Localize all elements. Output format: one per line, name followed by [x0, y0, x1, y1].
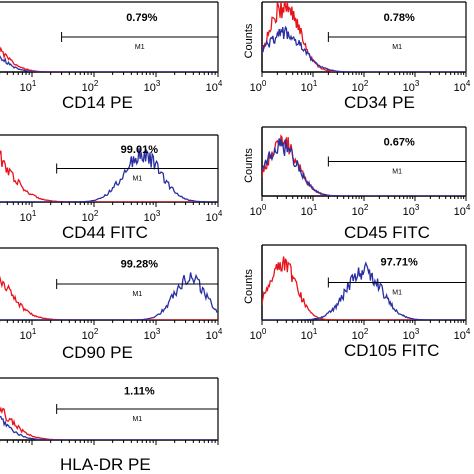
- panel-label: CD44 FITC: [62, 223, 148, 242]
- x-tick-label: 101: [301, 79, 318, 94]
- histogram-curves: [0, 406, 218, 440]
- x-tick-label: 100: [250, 327, 267, 342]
- histogram-curves: [262, 256, 466, 320]
- percentage-label: 99.28%: [121, 258, 159, 270]
- histogram-panel: 100 101 102 103 104 Counts M1 0.78% CD34 PE: [243, 1, 471, 112]
- x-tick-label: 101: [20, 79, 37, 94]
- x-tick-label: 104: [206, 209, 223, 224]
- x-tick-label: 102: [82, 327, 99, 342]
- series-line: [0, 276, 218, 320]
- x-tick-label: 102: [352, 327, 369, 342]
- panel-label: HLA-DR PE: [60, 455, 151, 474]
- histogram-panel: 100 101 102 103 104 Counts M1 0.67% CD45 FITC: [243, 126, 471, 242]
- percentage-label: 97.71%: [381, 256, 419, 268]
- y-axis-label: Counts: [243, 148, 255, 183]
- panel-label: CD105 FITC: [344, 341, 439, 360]
- percentage-label: 0.79%: [126, 12, 157, 24]
- series-line: [0, 46, 218, 72]
- x-tick-label: 103: [403, 203, 420, 218]
- x-tick-label: 101: [301, 203, 318, 218]
- gate-label: M1: [392, 290, 402, 297]
- gate-label: M1: [132, 416, 142, 423]
- series-line: [262, 256, 466, 320]
- histogram-panel: 101 102 103 104 M1 99.01% CD44 FITC: [0, 134, 223, 242]
- histogram-panel: 101 102 103 104 M1 0.79% CD14 PE: [0, 1, 223, 112]
- x-tick-label: 101: [301, 327, 318, 342]
- x-tick-label: 103: [403, 79, 420, 94]
- x-tick-label: 101: [20, 327, 37, 342]
- histogram-curves: [0, 272, 218, 320]
- x-tick-label: 103: [144, 327, 161, 342]
- panel-label: CD90 PE: [62, 343, 133, 362]
- y-axis-label: Counts: [243, 23, 255, 58]
- gate-label: M1: [132, 291, 142, 298]
- series-line: [0, 406, 218, 440]
- percentage-label: 1.11%: [124, 386, 155, 398]
- gate-label: M1: [392, 169, 402, 176]
- gate-label: M1: [135, 44, 145, 51]
- series-line: [0, 54, 218, 72]
- y-axis-label: Counts: [243, 269, 255, 304]
- histogram-panel: 100 101 102 103 104 Counts M1 97.71% CD105 FITC: [243, 244, 471, 360]
- histogram-curves: [262, 134, 466, 196]
- series-line: [262, 2, 466, 72]
- percentage-label: 0.67%: [384, 137, 415, 149]
- series-line: [262, 134, 466, 196]
- histogram-curves: [0, 147, 218, 202]
- panel-label: CD34 PE: [344, 93, 415, 112]
- series-line: [262, 25, 466, 72]
- x-tick-label: 104: [206, 327, 223, 342]
- x-tick-label: 103: [144, 209, 161, 224]
- histogram-panel: 101 102 103 104 M1 99.28% CD90 PE: [0, 247, 223, 362]
- series-line: [262, 138, 466, 196]
- x-tick-label: 102: [352, 79, 369, 94]
- x-tick-label: 102: [82, 79, 99, 94]
- x-tick-label: 101: [20, 209, 37, 224]
- series-line: [0, 147, 218, 202]
- gate-label: M1: [392, 44, 402, 51]
- gate-label: M1: [132, 176, 142, 183]
- panel-label: CD45 FITC: [344, 223, 430, 242]
- x-tick-label: 104: [206, 79, 223, 94]
- x-tick-label: 103: [403, 327, 420, 342]
- x-tick-label: 100: [250, 203, 267, 218]
- x-tick-label: 104: [454, 203, 471, 218]
- x-tick-label: 104: [454, 79, 471, 94]
- panel-label: CD14 PE: [62, 93, 133, 112]
- series-line: [262, 261, 466, 320]
- percentage-label: 0.78%: [384, 12, 415, 24]
- x-tick-label: 100: [250, 79, 267, 94]
- histogram-curves: [0, 46, 218, 72]
- x-tick-label: 102: [352, 203, 369, 218]
- x-tick-label: 102: [82, 209, 99, 224]
- series-line: [0, 272, 218, 320]
- series-line: [0, 414, 218, 440]
- x-tick-label: 103: [144, 79, 161, 94]
- histogram-curves: [262, 2, 466, 72]
- x-tick-label: 104: [454, 327, 471, 342]
- histogram-panel: M1 1.11% HLA-DR PE: [0, 377, 219, 474]
- percentage-label: 99.01%: [121, 144, 159, 156]
